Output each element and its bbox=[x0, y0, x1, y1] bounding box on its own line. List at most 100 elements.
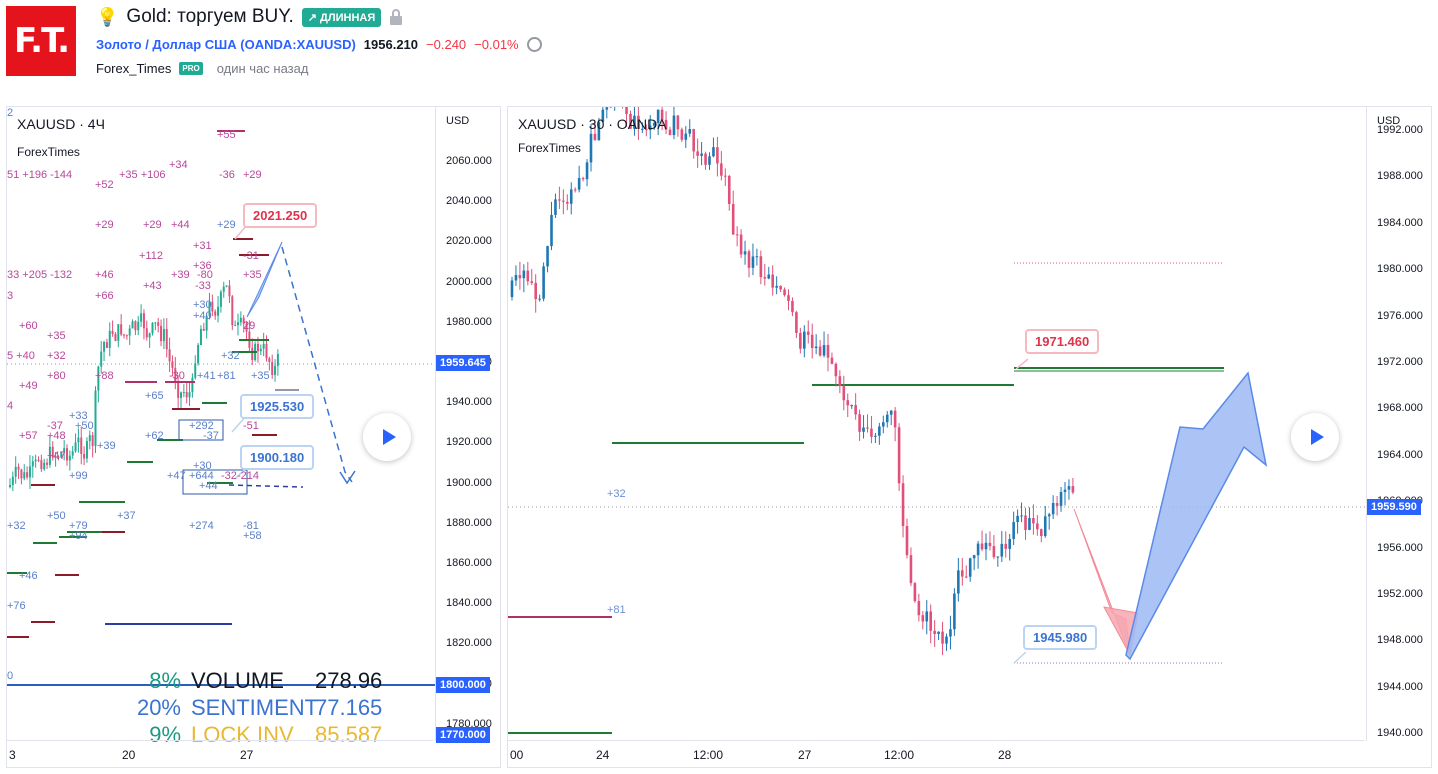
callout-2021[interactable]: 2021.250 bbox=[243, 203, 318, 228]
candle-body bbox=[791, 300, 794, 313]
annotation-label: 5 +40 bbox=[7, 350, 35, 362]
annotation-label: +44 bbox=[199, 480, 218, 492]
annotation-label: +99 bbox=[69, 470, 88, 482]
change-abs: −0.240 bbox=[426, 37, 467, 52]
annotation-label: -37 bbox=[47, 420, 63, 432]
logo[interactable]: F.T. bbox=[6, 6, 76, 76]
candle-body bbox=[142, 313, 145, 329]
candle-body bbox=[77, 437, 80, 443]
dashed-level-1900 bbox=[228, 484, 304, 488]
candle-body bbox=[731, 204, 735, 235]
annotation-label: -30 bbox=[169, 370, 185, 382]
callout-1945[interactable]: 1945.980 bbox=[1023, 625, 1098, 650]
candle-body bbox=[137, 321, 140, 331]
symbol-link[interactable]: Золото / Доллар США (OANDA:XAUUSD) bbox=[96, 37, 356, 52]
time-tick: 20 bbox=[122, 748, 136, 762]
annotation-label: -80 bbox=[197, 269, 213, 281]
candle-body bbox=[708, 156, 711, 165]
play-button-left[interactable] bbox=[363, 413, 411, 461]
candle-body bbox=[168, 349, 171, 362]
annotation-label: +50 bbox=[75, 420, 94, 432]
annotation-box bbox=[178, 419, 224, 441]
candle-body bbox=[162, 329, 165, 342]
candle-body bbox=[234, 325, 237, 327]
time-tick: 12:00 bbox=[693, 748, 724, 762]
candle-body bbox=[779, 285, 782, 290]
left-chart-panel[interactable]: XAUUSD · 4Ч ForexTimes +55 +34 -36 +29 51 +1… bbox=[6, 106, 501, 768]
annotation-label: +80 bbox=[47, 370, 66, 382]
candle-body bbox=[700, 153, 703, 156]
annotation-label: +55 bbox=[217, 129, 236, 141]
candle-body bbox=[1055, 502, 1059, 506]
candle-body bbox=[202, 328, 205, 331]
time-tick: 24 bbox=[596, 748, 610, 762]
annotation-label: +81 bbox=[217, 370, 236, 382]
candle-body bbox=[953, 593, 956, 630]
callout-1925[interactable]: 1925.530 bbox=[240, 394, 315, 419]
stat-name: SENTIMENT bbox=[191, 695, 319, 720]
candle-body bbox=[199, 328, 202, 346]
annotation-label: +88 bbox=[95, 370, 114, 382]
candle-body bbox=[901, 483, 905, 526]
candle-body bbox=[1063, 489, 1067, 493]
price-tick: 1976.000 bbox=[1377, 309, 1423, 322]
price-tick: 1880.000 bbox=[446, 516, 492, 529]
candle-body bbox=[1067, 486, 1071, 490]
change-pct: −0.01% bbox=[474, 37, 519, 52]
left-chart-plot[interactable] bbox=[7, 107, 435, 743]
candle-body bbox=[569, 189, 573, 204]
candle-body bbox=[262, 343, 265, 349]
stat-value: 278.96 bbox=[315, 668, 383, 693]
candle-body bbox=[652, 122, 656, 126]
right-price-axis[interactable]: USD 1992.000 1988.000 1984.000 1980.000 1976… bbox=[1366, 107, 1431, 741]
publish-time: один час назад bbox=[216, 61, 309, 76]
price-tick: 1948.000 bbox=[1377, 634, 1423, 647]
candle-body bbox=[961, 570, 964, 577]
left-price-axis[interactable]: USD 2060.000 2040.000 2020.000 2000.000 1980… bbox=[435, 107, 500, 743]
candle-body bbox=[937, 631, 940, 634]
candle-body bbox=[862, 427, 865, 432]
candle-body bbox=[534, 282, 537, 300]
symbol-ticker[interactable]: (OANDA:XAUUSD) bbox=[240, 37, 356, 52]
candle-body bbox=[885, 414, 889, 423]
level-tag-1800: 1800.000 bbox=[436, 677, 490, 693]
alarm-clock-icon[interactable] bbox=[526, 37, 542, 52]
annotation-label: +33 bbox=[69, 410, 88, 422]
annotation-label: +50 bbox=[47, 510, 66, 522]
price-tick: 1956.000 bbox=[1377, 541, 1423, 554]
candle-body bbox=[755, 256, 759, 258]
price-tick: 1920.000 bbox=[446, 436, 492, 449]
right-chart-plot[interactable] bbox=[508, 107, 1366, 743]
right-time-axis[interactable]: 00 24 12:00 27 12:00 28 bbox=[508, 740, 1364, 767]
candle-body bbox=[676, 115, 680, 130]
annotation-label: 4 bbox=[7, 400, 14, 412]
stat-value: 77.165 bbox=[315, 695, 383, 720]
candle-body bbox=[771, 274, 774, 288]
candle-body bbox=[996, 556, 1000, 558]
candle-body bbox=[656, 109, 660, 123]
annotation-label: -37 bbox=[203, 430, 219, 442]
time-tick: 00 bbox=[510, 748, 524, 762]
candle-body bbox=[23, 472, 26, 479]
candle-body bbox=[739, 234, 743, 255]
callout-1900[interactable]: 1900.180 bbox=[240, 445, 315, 470]
author-name[interactable]: Forex_Times bbox=[96, 61, 172, 76]
symbol-name[interactable]: Золото / Доллар США bbox=[96, 37, 237, 52]
candle-body bbox=[593, 133, 597, 141]
annotation-label: 33 +205 -132 bbox=[7, 269, 73, 281]
right-chart-panel[interactable]: XAUUSD · 30 · OANDA ForexTimes +32 +81 1… bbox=[507, 106, 1432, 768]
candle-body bbox=[46, 462, 49, 465]
candle-body bbox=[28, 466, 31, 478]
callout-1971[interactable]: 1971.460 bbox=[1025, 329, 1100, 354]
price-tick: 1780.000 bbox=[446, 717, 492, 730]
candle-body bbox=[842, 386, 846, 401]
play-button-right[interactable] bbox=[1291, 413, 1339, 461]
left-time-axis[interactable]: 3 20 27 bbox=[7, 740, 433, 767]
stats-row-sentiment: 20% SENTIMENT 77.165 bbox=[125, 694, 393, 721]
candle-body bbox=[637, 115, 640, 129]
candle-body bbox=[1071, 486, 1075, 493]
annotation-label: +46 bbox=[19, 570, 38, 582]
annotation-label: +292 bbox=[189, 420, 214, 432]
candle-body bbox=[913, 583, 917, 602]
annotation-label: -51 bbox=[243, 420, 259, 432]
